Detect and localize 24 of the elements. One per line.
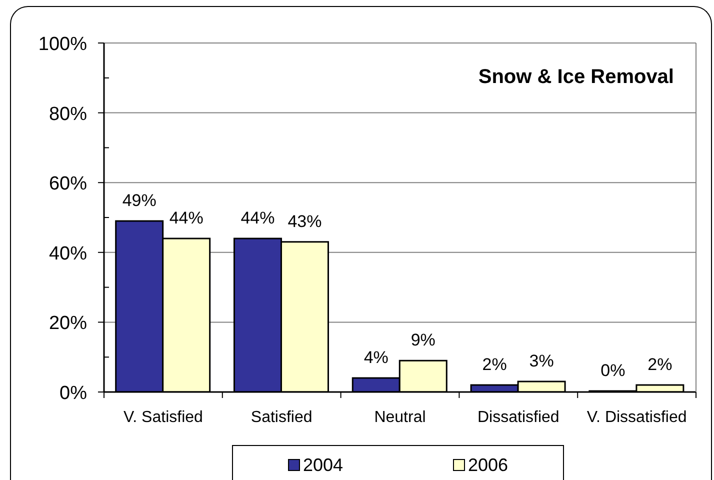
legend-label: 2006 (468, 454, 508, 476)
data-label: 44% (240, 208, 275, 228)
y-tick-label: 100% (38, 34, 88, 55)
y-tick-label: 60% (48, 174, 88, 195)
data-label: 4% (364, 348, 388, 368)
data-label: 0% (600, 361, 626, 380)
data-label: 44% (169, 208, 204, 228)
y-tick-label: 20% (48, 313, 88, 334)
data-label: 9% (410, 330, 436, 350)
legend-label: 2004 (302, 454, 343, 476)
x-tick-label: V. Dissatisfied (586, 409, 687, 426)
text: Snow & Ice Removal (478, 65, 674, 89)
y-tick-label: 40% (48, 243, 88, 264)
data-label: 2% (482, 355, 507, 374)
data-label: 43% (288, 212, 322, 231)
x-tick-label: Satisfied (250, 409, 312, 426)
y-tick-label: 80% (48, 104, 88, 125)
data-label: 3% (529, 352, 554, 371)
x-tick-label: Dissatisfied (477, 409, 560, 426)
data-label: 2% (648, 355, 672, 374)
x-tick-label: V. Satisfied (123, 409, 203, 426)
y-tick-label: 0% (60, 383, 88, 404)
x-tick-label: Neutral (374, 409, 426, 426)
data-label: 49% (122, 190, 156, 210)
